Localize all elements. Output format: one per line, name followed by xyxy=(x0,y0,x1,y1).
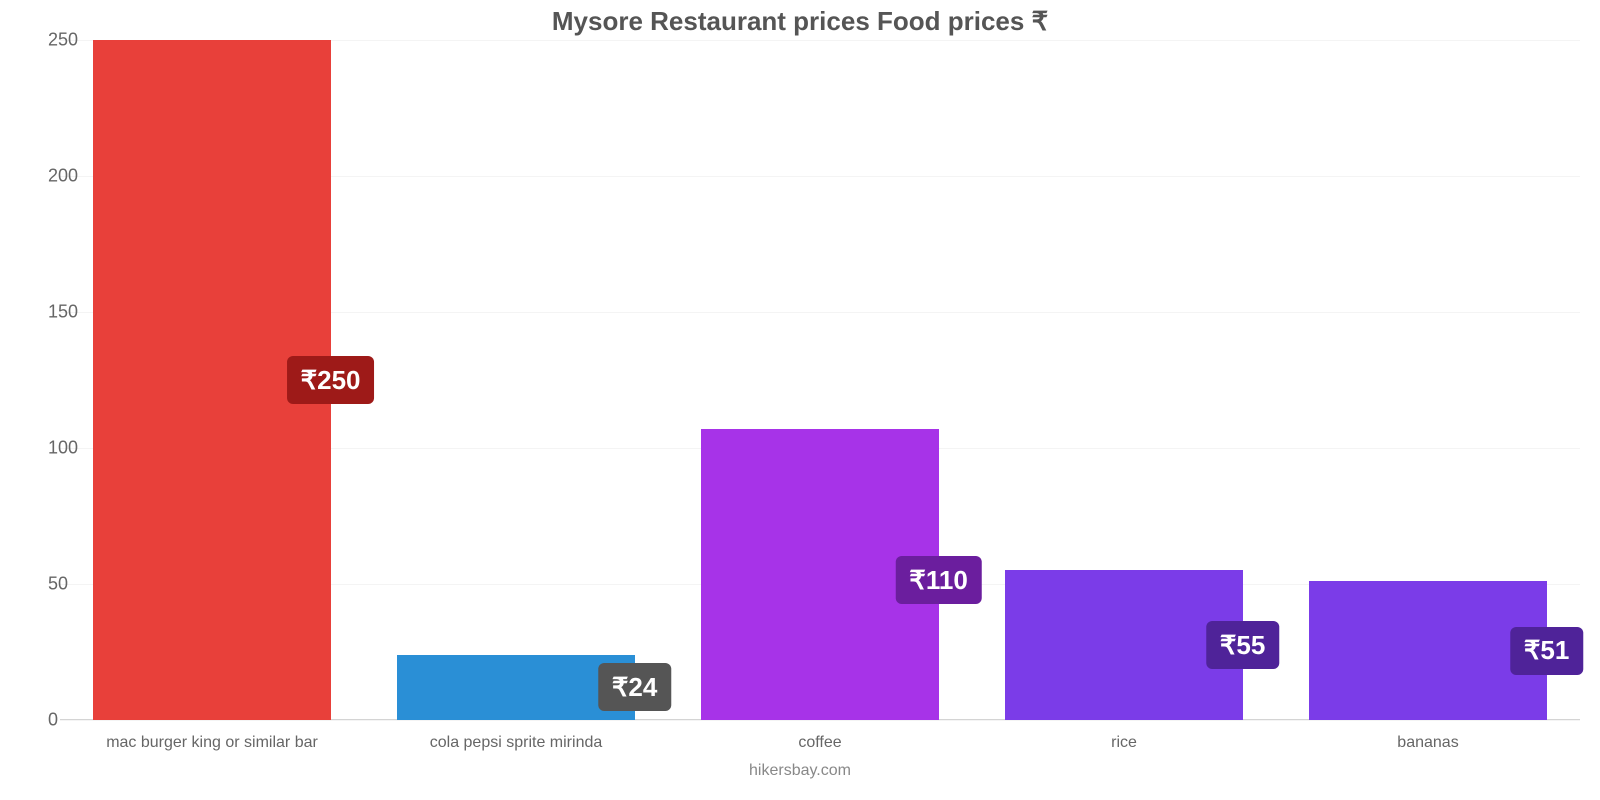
chart-title: Mysore Restaurant prices Food prices ₹ xyxy=(0,0,1600,37)
value-badge: ₹24 xyxy=(598,663,671,711)
value-badge: ₹250 xyxy=(287,356,375,404)
plot-area: 050100150200250₹250mac burger king or si… xyxy=(60,40,1580,720)
chart-footer: hikersbay.com xyxy=(0,762,1600,780)
gridline xyxy=(60,720,1580,721)
x-tick-label: cola pepsi sprite mirinda xyxy=(430,734,603,752)
x-tick-label: bananas xyxy=(1397,734,1458,752)
value-badge: ₹51 xyxy=(1510,627,1583,675)
x-tick-label: coffee xyxy=(798,734,841,752)
value-badge: ₹55 xyxy=(1206,621,1279,669)
x-tick-label: rice xyxy=(1111,734,1137,752)
value-badge: ₹110 xyxy=(895,556,982,604)
x-tick-label: mac burger king or similar bar xyxy=(106,734,318,752)
price-bar-chart: Mysore Restaurant prices Food prices ₹ 0… xyxy=(0,0,1600,800)
